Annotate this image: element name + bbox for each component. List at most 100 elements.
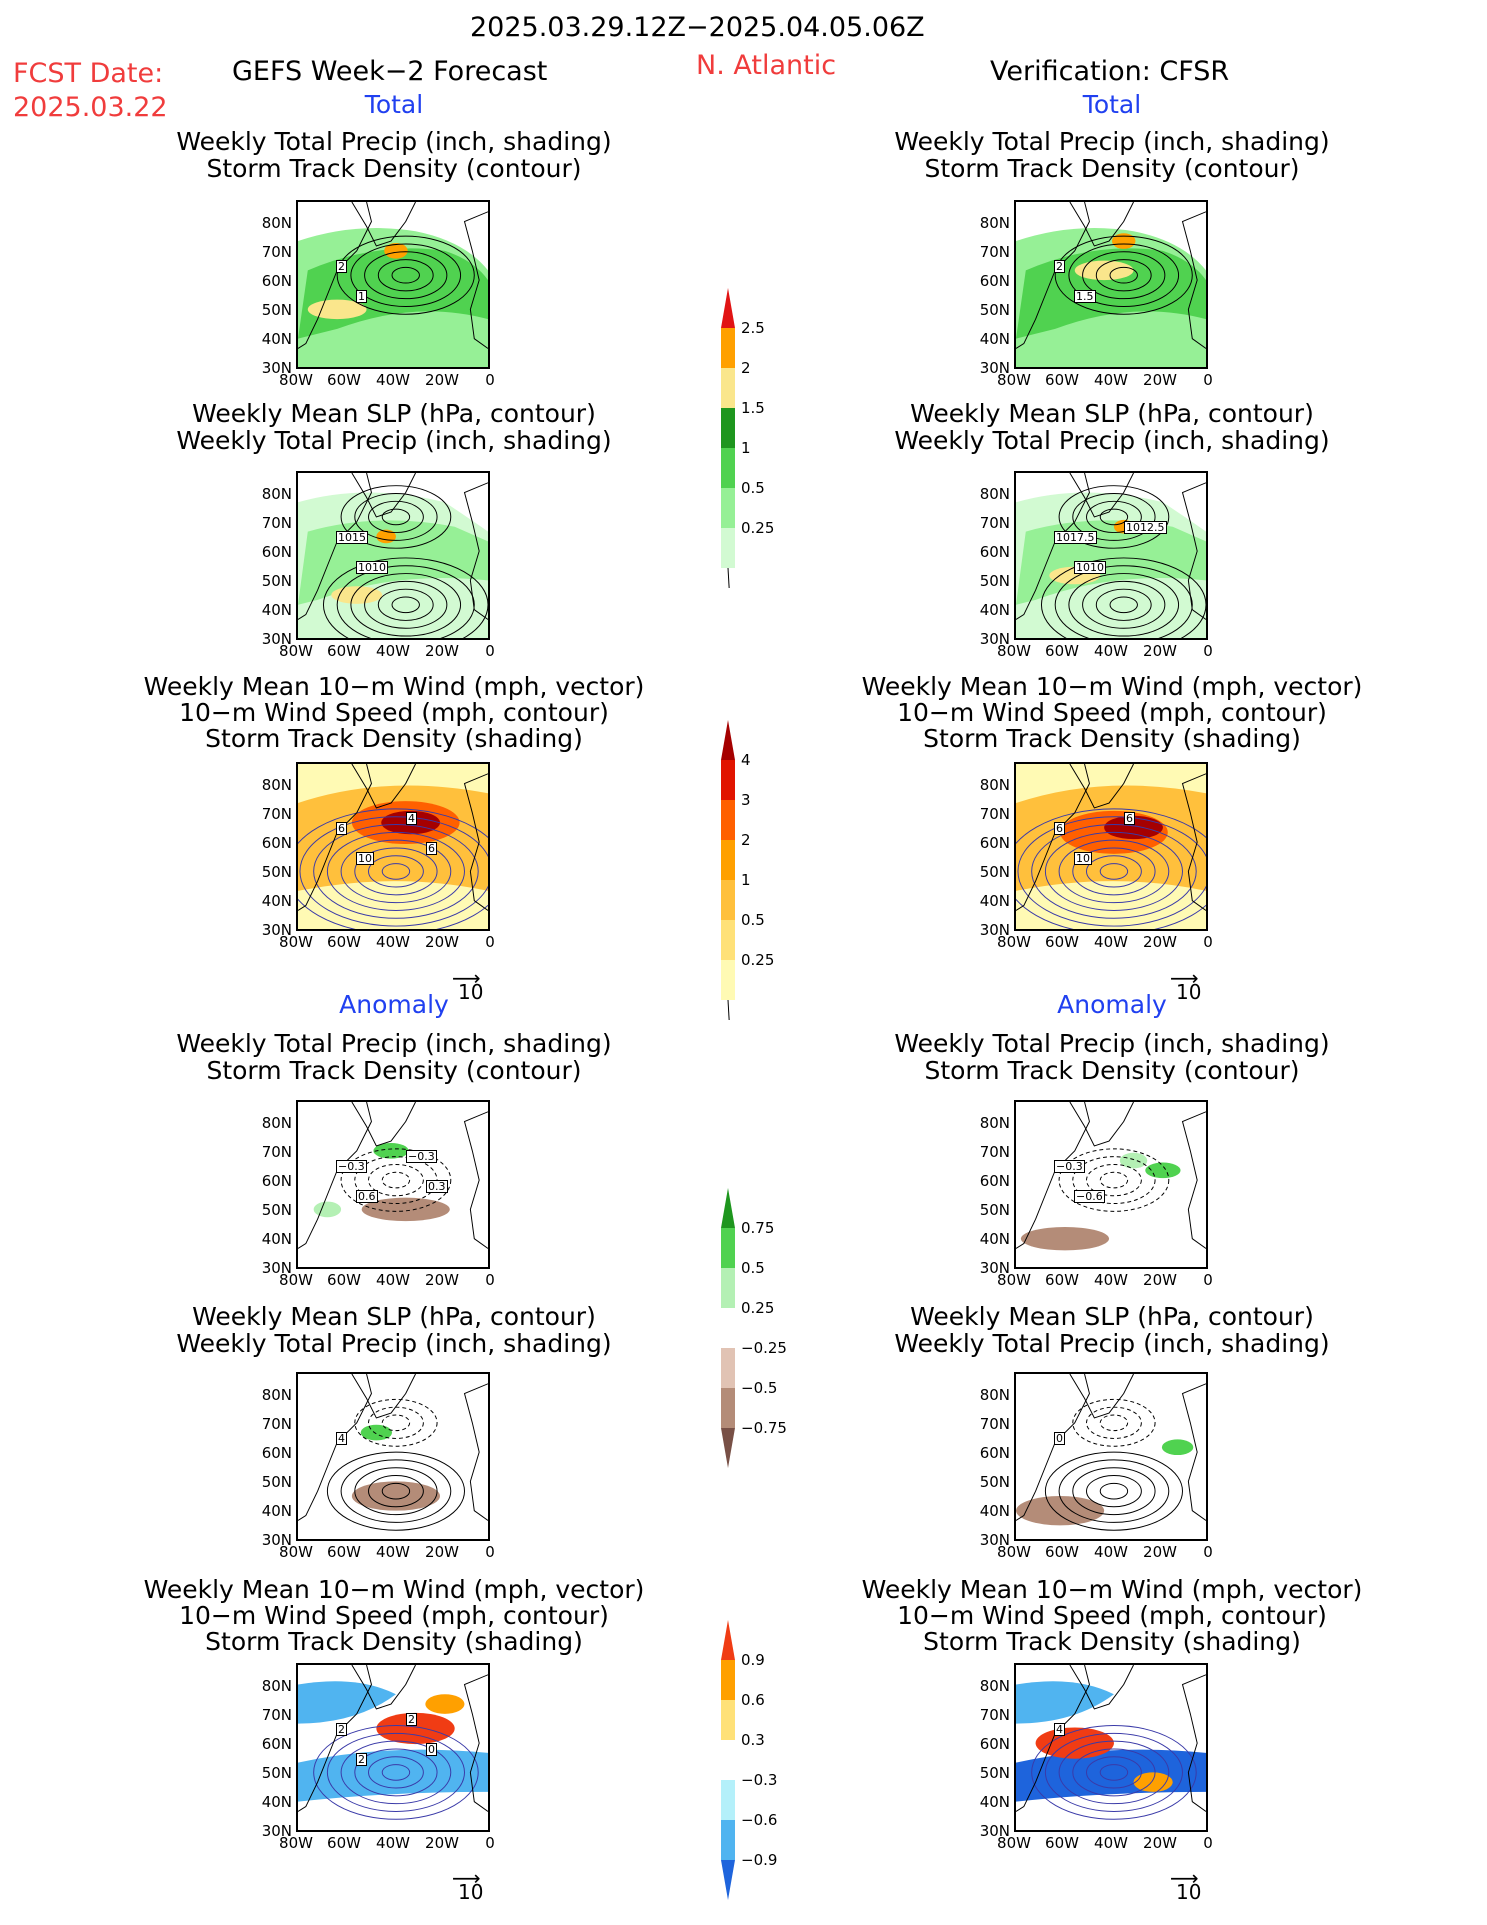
panel-title-wind-line3: Storm Track Density (shading) bbox=[205, 1627, 583, 1656]
panel-title-wind-line3: Storm Track Density (shading) bbox=[923, 724, 1301, 753]
lat-tick-label: 70N bbox=[979, 1143, 1010, 1161]
colorbar-tick-label: 0.5 bbox=[741, 1259, 765, 1277]
lon-tick-label: 0 bbox=[1203, 933, 1213, 951]
lon-tick-label: 20W bbox=[425, 371, 459, 389]
lon-tick-label: 60W bbox=[1045, 371, 1079, 389]
lat-tick-label: 30N bbox=[261, 1259, 292, 1277]
vector-reference-value: 10 bbox=[458, 980, 484, 1004]
lon-tick-label: 20W bbox=[425, 1834, 459, 1852]
lat-tick-label: 30N bbox=[979, 630, 1010, 648]
right-model-label: Verification: CFSR bbox=[990, 56, 1230, 87]
lat-tick-label: 70N bbox=[261, 805, 292, 823]
colorbar-precip-total bbox=[721, 268, 735, 604]
map-panel-wind-left bbox=[296, 762, 490, 931]
panel-title-wind-line1: Weekly Mean 10−m Wind (mph, vector) bbox=[861, 1575, 1363, 1604]
lat-tick-label: 40N bbox=[979, 330, 1010, 348]
lon-tick-label: 60W bbox=[327, 933, 361, 951]
contour-label: 2 bbox=[356, 1753, 367, 1766]
lat-tick-label: 30N bbox=[979, 1822, 1010, 1840]
lat-tick-label: 60N bbox=[979, 543, 1010, 561]
lat-tick-label: 40N bbox=[979, 1793, 1010, 1811]
colorbar-tick-label: 1.5 bbox=[741, 399, 765, 417]
lon-tick-label: 60W bbox=[327, 1543, 361, 1561]
colorbar-tick-label: 2 bbox=[741, 831, 751, 849]
lat-tick-label: 70N bbox=[979, 514, 1010, 532]
lon-tick-label: 0 bbox=[485, 371, 495, 389]
lon-tick-label: 0 bbox=[485, 1834, 495, 1852]
contour-label: −0.3 bbox=[336, 1160, 367, 1173]
panel-title-slp-line2: Weekly Total Precip (inch, shading) bbox=[894, 1329, 1330, 1358]
lon-tick-label: 60W bbox=[1045, 1543, 1079, 1561]
colorbar-storm-anom bbox=[721, 1600, 735, 1920]
lon-tick-label: 40W bbox=[376, 933, 410, 951]
contour-label: 1015 bbox=[336, 531, 368, 544]
lat-tick-label: 50N bbox=[261, 1201, 292, 1219]
panel-title-wind-line2: 10−m Wind Speed (mph, contour) bbox=[179, 698, 609, 727]
lat-tick-label: 30N bbox=[979, 921, 1010, 939]
lon-tick-label: 0 bbox=[1203, 1834, 1213, 1852]
map-panel-wind-right bbox=[1014, 762, 1208, 931]
lat-tick-label: 50N bbox=[979, 1201, 1010, 1219]
lon-tick-label: 60W bbox=[1045, 1271, 1079, 1289]
section-anomaly-left: Anomaly bbox=[339, 990, 449, 1019]
lon-tick-label: 0 bbox=[1203, 1271, 1213, 1289]
lat-tick-label: 60N bbox=[261, 1735, 292, 1753]
lon-tick-label: 20W bbox=[1143, 1271, 1177, 1289]
colorbar-tick-label: −0.5 bbox=[741, 1379, 778, 1397]
lon-tick-label: 40W bbox=[1094, 642, 1128, 660]
lat-tick-label: 80N bbox=[979, 776, 1010, 794]
map-panel-aprecip-left bbox=[296, 1100, 490, 1269]
lon-tick-label: 0 bbox=[1203, 642, 1213, 660]
panel-title-wind-line1: Weekly Mean 10−m Wind (mph, vector) bbox=[861, 672, 1363, 701]
lon-tick-label: 80W bbox=[997, 1543, 1031, 1561]
lon-tick-label: 20W bbox=[1143, 642, 1177, 660]
lat-tick-label: 70N bbox=[979, 243, 1010, 261]
vector-reference-arrow: ⟶ bbox=[1170, 1866, 1199, 1890]
lat-tick-label: 40N bbox=[261, 601, 292, 619]
lon-tick-label: 60W bbox=[327, 1834, 361, 1852]
lat-tick-label: 80N bbox=[261, 1386, 292, 1404]
lat-tick-label: 60N bbox=[979, 1444, 1010, 1462]
colorbar-tick-label: 2.5 bbox=[741, 319, 765, 337]
contour-label: 4 bbox=[406, 812, 417, 825]
panel-title-precip-line1: Weekly Total Precip (inch, shading) bbox=[894, 127, 1330, 156]
lon-tick-label: 60W bbox=[1045, 1834, 1079, 1852]
colorbar-tick-label: 0.5 bbox=[741, 479, 765, 497]
lat-tick-label: 70N bbox=[261, 1706, 292, 1724]
lon-tick-label: 40W bbox=[376, 1543, 410, 1561]
colorbar-tick-label: 0.75 bbox=[741, 1219, 775, 1237]
lat-tick-label: 80N bbox=[261, 214, 292, 232]
lon-tick-label: 0 bbox=[485, 1271, 495, 1289]
vector-reference-value: 10 bbox=[458, 1880, 484, 1904]
lat-tick-label: 60N bbox=[979, 1735, 1010, 1753]
date-range-title: 2025.03.29.12Z−2025.04.05.06Z bbox=[470, 12, 925, 43]
map-panel-awind-right bbox=[1014, 1663, 1208, 1832]
lon-tick-label: 20W bbox=[1143, 933, 1177, 951]
lat-tick-label: 40N bbox=[979, 601, 1010, 619]
lat-tick-label: 50N bbox=[261, 863, 292, 881]
lon-tick-label: 80W bbox=[997, 1834, 1031, 1852]
lon-tick-label: 40W bbox=[1094, 1271, 1128, 1289]
lon-tick-label: 40W bbox=[376, 642, 410, 660]
vector-reference-arrow: ⟶ bbox=[1170, 966, 1199, 990]
lat-tick-label: 50N bbox=[261, 1473, 292, 1491]
map-panel-slp-right bbox=[1014, 471, 1208, 640]
lat-tick-label: 40N bbox=[261, 330, 292, 348]
colorbar-tick-label: 2 bbox=[741, 359, 751, 377]
lon-tick-label: 0 bbox=[485, 933, 495, 951]
lat-tick-label: 30N bbox=[261, 1531, 292, 1549]
lat-tick-label: 80N bbox=[979, 1386, 1010, 1404]
lat-tick-label: 50N bbox=[261, 1764, 292, 1782]
panel-title-precip-line1: Weekly Total Precip (inch, shading) bbox=[176, 1029, 612, 1058]
contour-label: 1.5 bbox=[1074, 290, 1096, 303]
left-model-label: GEFS Week−2 Forecast bbox=[232, 56, 548, 87]
lon-tick-label: 0 bbox=[485, 642, 495, 660]
panel-title-slp-line1: Weekly Mean SLP (hPa, contour) bbox=[192, 399, 596, 428]
contour-label: 2 bbox=[406, 1713, 417, 1726]
lon-tick-label: 0 bbox=[1203, 1543, 1213, 1561]
lat-tick-label: 80N bbox=[979, 1677, 1010, 1695]
lat-tick-label: 50N bbox=[261, 301, 292, 319]
lon-tick-label: 40W bbox=[376, 371, 410, 389]
contour-label: 6 bbox=[1054, 822, 1065, 835]
lat-tick-label: 80N bbox=[261, 1114, 292, 1132]
